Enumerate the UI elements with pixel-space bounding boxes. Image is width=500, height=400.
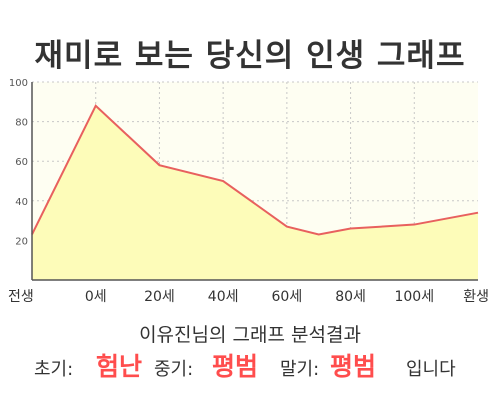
y-tick-label: 40: [15, 197, 28, 208]
mid-value: 평범: [212, 352, 259, 381]
x-tick-label: 전생: [8, 289, 34, 305]
x-tick-label: 40세: [208, 289, 239, 305]
label-layer: 20 40 60 80 100 전생 0세 20세 40세 60세 80세 100세 환생: [8, 78, 489, 305]
x-tick-label: 100세: [394, 289, 434, 305]
x-tick-label: 환생: [463, 289, 489, 305]
x-tick-label: 20세: [144, 289, 175, 305]
series-line: [31, 104, 479, 236]
analysis-heading: 이유진님의 그래프 분석결과: [139, 324, 361, 346]
late-value: 평범: [330, 352, 377, 381]
x-tick-label: 60세: [272, 289, 303, 305]
ending-text: 입니다: [406, 359, 456, 380]
y-tick-label: 60: [15, 157, 28, 168]
y-tick-label: 80: [15, 118, 28, 129]
early-value: 험난: [96, 352, 143, 381]
axis-layer: [31, 82, 478, 281]
late-label: 말기:: [280, 359, 320, 380]
x-tick-label: 0세: [85, 289, 107, 305]
area-layer: [31, 104, 479, 280]
y-tick-label: 20: [15, 236, 28, 247]
early-label: 초기:: [34, 359, 74, 380]
y-tick-label: 100: [9, 78, 28, 89]
series-area: [32, 105, 478, 280]
mid-label: 중기:: [154, 359, 194, 380]
analysis-result: 초기: 험난 중기: 평범 말기: 평범 입니다: [0, 347, 500, 383]
page-title: 재미로 보는 당신의 인생 그래프: [34, 38, 466, 74]
x-tick-label: 80세: [335, 289, 366, 305]
